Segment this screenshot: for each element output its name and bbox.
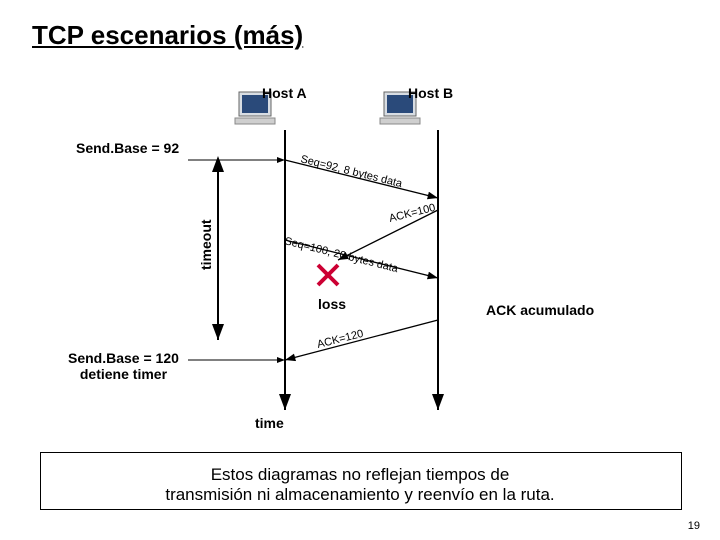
time-label: time — [255, 415, 284, 431]
loss-label: loss — [318, 296, 346, 312]
sendbase-120-line2: detiene timer — [80, 366, 167, 382]
slide-title: TCP escenarios (más) — [32, 20, 303, 51]
ack-acumulado-label: ACK acumulado — [486, 302, 594, 318]
msg-label: Seq=92, 8 bytes data — [299, 153, 404, 190]
timeout-label: timeout — [198, 219, 214, 270]
sendbase-120: Send.Base = 120 detiene timer — [68, 350, 179, 382]
host-b-label: Host B — [408, 85, 453, 101]
host-a-label: Host A — [262, 85, 307, 101]
msg-label: ACK=120 — [316, 328, 365, 351]
footnote-line2: transmisión ni almacenamiento y reenvío … — [165, 485, 554, 504]
msg-label: Seq=100, 20 bytes data — [283, 235, 400, 275]
sendbase-120-line1: Send.Base = 120 — [68, 350, 179, 366]
footnote: Estos diagramas no reflejan tiempos de t… — [0, 465, 720, 505]
footnote-line1: Estos diagramas no reflejan tiempos de — [211, 465, 510, 484]
slide-number: 19 — [688, 520, 700, 532]
sendbase-92: Send.Base = 92 — [76, 140, 179, 156]
msg-label: ACK=100 — [388, 202, 437, 225]
